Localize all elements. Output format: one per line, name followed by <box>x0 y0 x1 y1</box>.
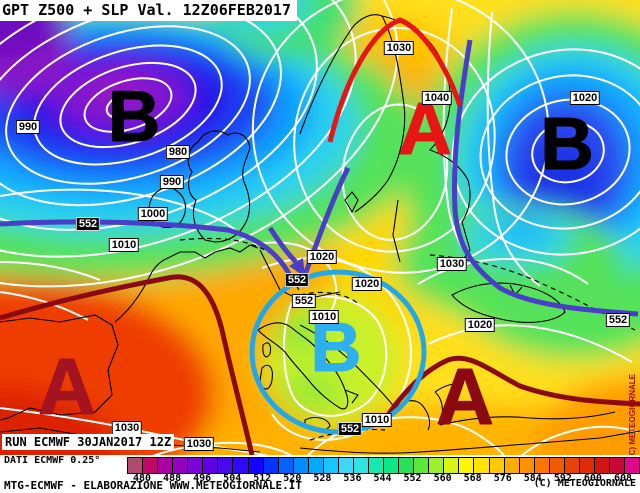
colorbar-tick: 512 <box>253 473 272 484</box>
colorbar-cell <box>444 458 460 473</box>
pressure-label: 1020 <box>351 277 383 291</box>
height-label-552: 552 <box>75 217 101 231</box>
pressure-center-low-atlantic: B <box>108 77 160 157</box>
trough-552-line-east <box>451 39 639 317</box>
ridge-axis-north <box>327 17 463 143</box>
pressure-label: 1030 <box>436 257 468 271</box>
pressure-label: 1010 <box>308 310 340 324</box>
colorbar-cell <box>625 458 640 473</box>
map-canvas: 990 980 990 1000 1010 1030 1040 1020 1030 1020 102… <box>0 0 640 455</box>
colorbar-ticks: 480 488 496 504 512 520 528 536 544 552 560 568 576 5… <box>127 473 638 485</box>
colorbar-cell <box>429 458 445 473</box>
colorbar-cell <box>338 458 354 473</box>
pressure-label: 1030 <box>183 437 215 451</box>
colorbar-cell <box>233 458 249 473</box>
pressure-label: 1030 <box>383 41 415 55</box>
pressure-label: 1000 <box>137 207 169 221</box>
colorbar-cell <box>549 458 565 473</box>
colorbar-cell <box>308 458 324 473</box>
colorbar-cell <box>323 458 339 473</box>
colorbar-tick: 552 <box>403 473 422 484</box>
pressure-label: 1020 <box>569 91 601 105</box>
colorbar-cell <box>218 458 234 473</box>
colorbar-tick: 608 <box>613 473 632 484</box>
colorbar-tick: 592 <box>553 473 572 484</box>
map-title: GPT Z500 + SLP Val. 12Z06FEB2017 <box>0 0 297 21</box>
run-info: RUN ECMWF 30JAN2017 12Z <box>2 434 175 450</box>
colorbar-tick: 600 <box>583 473 602 484</box>
pressure-label: 980 <box>165 145 191 159</box>
colorbar-cell <box>564 458 580 473</box>
pressure-center-high-atlantic: A <box>38 342 96 431</box>
pressure-label: 1020 <box>464 318 496 332</box>
height-label-552: 552 <box>337 422 363 436</box>
colorbar-cell <box>293 458 309 473</box>
data-resolution: DATI ECMWF 0.25° <box>4 455 101 466</box>
colorbar-cell <box>173 458 189 473</box>
colorbar-cell <box>369 458 385 473</box>
colorbar-tick: 576 <box>493 473 512 484</box>
colorbar-tick: 520 <box>283 473 302 484</box>
ridge-axis-iberia <box>0 274 255 455</box>
pressure-label: 1010 <box>108 238 140 252</box>
colorbar-cell <box>143 458 159 473</box>
height-label-552: 552 <box>605 313 631 327</box>
height-label-552: 552 <box>284 273 310 287</box>
pressure-label: 1010 <box>361 413 393 427</box>
ridge-axis-greece <box>383 355 640 420</box>
colorbar-cell <box>158 458 174 473</box>
colorbar-cell <box>474 458 490 473</box>
colorbar-cell <box>278 458 294 473</box>
colorbar-cell <box>263 458 279 473</box>
colorbar-cell <box>594 458 610 473</box>
colorbar-cell <box>248 458 264 473</box>
pressure-label: 1020 <box>306 250 338 264</box>
colorbar-cell <box>534 458 550 473</box>
colorbar-cell <box>519 458 535 473</box>
colorbar-cell <box>188 458 204 473</box>
credit-text: MTG-ECMWF - ELABORAZIONE WWW.METEOGIORNA… <box>4 479 303 492</box>
colorbar-tick: 568 <box>463 473 482 484</box>
colorbar-tick: 504 <box>223 473 242 484</box>
colorbar-cell <box>579 458 595 473</box>
colorbar-tick: 544 <box>373 473 392 484</box>
pressure-center-low-russia: B <box>540 102 594 185</box>
colorbar-cell <box>399 458 415 473</box>
flow-arrow-head <box>289 258 305 277</box>
footer-bar: DATI ECMWF 0.25° 480 488 496 504 512 520 528 53… <box>0 455 640 493</box>
colorbar-tick: 488 <box>163 473 182 484</box>
flow-arrow-shaft <box>267 226 298 264</box>
colorbar-cell <box>384 458 400 473</box>
colorbar-tick: 496 <box>193 473 212 484</box>
copyright-text: (C) METEOGIORNALE <box>533 478 636 489</box>
colorbar <box>127 457 640 474</box>
side-watermark: (C) METEOGIORNALE <box>628 374 637 458</box>
colorbar-tick: 480 <box>132 473 152 484</box>
trough-552-line-west <box>0 166 351 287</box>
pressure-label: 990 <box>159 175 185 189</box>
colorbar-tick: 528 <box>313 473 332 484</box>
colorbar-cell <box>128 458 144 473</box>
pressure-label: 1030 <box>111 421 143 435</box>
pressure-label: 1040 <box>421 91 453 105</box>
colorbar-cell <box>203 458 219 473</box>
height-label-552: 552 <box>291 294 317 308</box>
colorbar-cell <box>459 458 475 473</box>
colorbar-cell <box>489 458 505 473</box>
colorbar-tick: 536 <box>343 473 362 484</box>
feature-lines <box>0 17 640 455</box>
pressure-label: 990 <box>15 120 41 134</box>
colorbar-cell <box>504 458 520 473</box>
map-graphics <box>0 0 640 455</box>
colorbar-cell <box>353 458 369 473</box>
pressure-center-high-greece: A <box>436 352 494 441</box>
colorbar-tick: 560 <box>433 473 452 484</box>
colorbar-tick: 584 <box>523 473 542 484</box>
colorbar-cell <box>414 458 430 473</box>
colorbar-cell <box>610 458 626 473</box>
